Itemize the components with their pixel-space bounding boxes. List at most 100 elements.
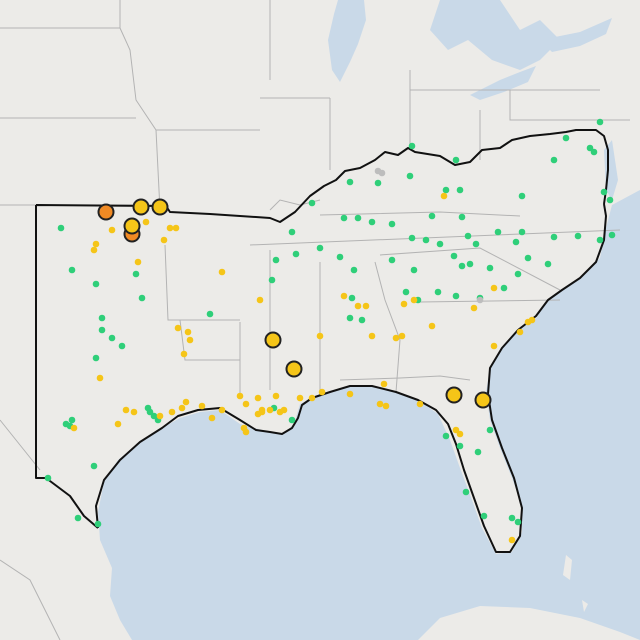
- station-marker-good[interactable]: [596, 236, 604, 244]
- station-marker-good[interactable]: [44, 474, 52, 482]
- station-marker-good[interactable]: [292, 250, 300, 258]
- station-marker-moderate[interactable]: [508, 536, 516, 544]
- station-marker-moderate[interactable]: [186, 336, 194, 344]
- station-marker-moderate[interactable]: [174, 324, 182, 332]
- station-marker-good[interactable]: [408, 142, 416, 150]
- station-marker-good[interactable]: [512, 238, 520, 246]
- station-marker-moderate[interactable]: [272, 392, 280, 400]
- station-marker-moderate[interactable]: [172, 224, 180, 232]
- station-marker-good[interactable]: [550, 156, 558, 164]
- station-marker-good[interactable]: [150, 412, 158, 420]
- station-marker-moderate[interactable]: [516, 328, 524, 336]
- station-marker-moderate[interactable]: [134, 258, 142, 266]
- station-marker-good[interactable]: [452, 156, 460, 164]
- station-marker-good[interactable]: [608, 231, 616, 239]
- station-marker-moderate[interactable]: [296, 394, 304, 402]
- station-marker-moderate[interactable]: [96, 374, 104, 382]
- station-marker-moderate[interactable]: [380, 380, 388, 388]
- station-marker-moderate[interactable]: [198, 402, 206, 410]
- station-marker-good[interactable]: [118, 342, 126, 350]
- station-marker-good[interactable]: [68, 266, 76, 274]
- station-marker-good[interactable]: [350, 266, 358, 274]
- station-marker-moderate[interactable]: [92, 240, 100, 248]
- station-marker-moderate[interactable]: [130, 408, 138, 416]
- station-marker-good[interactable]: [57, 224, 65, 232]
- station-marker-moderate[interactable]: [440, 192, 448, 200]
- station-marker-moderate[interactable]: [416, 400, 424, 408]
- station-marker-good[interactable]: [442, 432, 450, 440]
- station-marker-moderate[interactable]: [236, 392, 244, 400]
- highlighted-station-marker-moderate[interactable]: [445, 386, 463, 404]
- station-marker-good[interactable]: [590, 148, 598, 156]
- station-marker-good[interactable]: [98, 314, 106, 322]
- station-marker-moderate[interactable]: [452, 426, 460, 434]
- station-marker-moderate[interactable]: [280, 406, 288, 414]
- station-marker-moderate[interactable]: [362, 302, 370, 310]
- station-marker-good[interactable]: [316, 244, 324, 252]
- station-marker-moderate[interactable]: [90, 246, 98, 254]
- station-marker-good[interactable]: [458, 262, 466, 270]
- station-marker-moderate[interactable]: [166, 224, 174, 232]
- station-marker-good[interactable]: [494, 228, 502, 236]
- station-marker-good[interactable]: [500, 284, 508, 292]
- station-marker-moderate[interactable]: [318, 388, 326, 396]
- highlighted-station-marker-moderate[interactable]: [132, 198, 150, 216]
- highlighted-station-marker-unhealthy-sensitive[interactable]: [97, 203, 115, 221]
- station-marker-moderate[interactable]: [346, 390, 354, 398]
- station-marker-good[interactable]: [466, 260, 474, 268]
- station-marker-moderate[interactable]: [528, 316, 536, 324]
- station-marker-moderate[interactable]: [456, 430, 464, 438]
- station-marker-moderate[interactable]: [114, 420, 122, 428]
- station-marker-moderate[interactable]: [410, 296, 418, 304]
- station-marker-good[interactable]: [472, 240, 480, 248]
- station-marker-good[interactable]: [600, 188, 608, 196]
- station-marker-moderate[interactable]: [428, 322, 436, 330]
- station-marker-good[interactable]: [524, 254, 532, 262]
- station-marker-good[interactable]: [596, 118, 604, 126]
- station-marker-good[interactable]: [462, 488, 470, 496]
- station-marker-moderate[interactable]: [178, 404, 186, 412]
- station-marker-good[interactable]: [434, 288, 442, 296]
- station-marker-good[interactable]: [132, 270, 140, 278]
- highlighted-station-marker-moderate[interactable]: [285, 360, 303, 378]
- station-marker-moderate[interactable]: [208, 414, 216, 422]
- highlighted-station-marker-moderate[interactable]: [151, 198, 169, 216]
- station-marker-moderate[interactable]: [254, 394, 262, 402]
- station-marker-good[interactable]: [436, 240, 444, 248]
- station-marker-good[interactable]: [518, 192, 526, 200]
- station-marker-moderate[interactable]: [180, 350, 188, 358]
- station-marker-good[interactable]: [288, 228, 296, 236]
- station-marker-good[interactable]: [550, 233, 558, 241]
- station-marker-good[interactable]: [354, 214, 362, 222]
- station-marker-good[interactable]: [388, 256, 396, 264]
- station-marker-good[interactable]: [388, 220, 396, 228]
- highlighted-station-marker-moderate[interactable]: [123, 217, 141, 235]
- station-marker-moderate[interactable]: [218, 268, 226, 276]
- station-marker-good[interactable]: [308, 199, 316, 207]
- station-marker-good[interactable]: [346, 314, 354, 322]
- station-marker-good[interactable]: [146, 408, 154, 416]
- station-marker-moderate[interactable]: [392, 334, 400, 342]
- station-marker-moderate[interactable]: [398, 332, 406, 340]
- station-marker-good[interactable]: [336, 253, 344, 261]
- station-marker-good[interactable]: [268, 276, 276, 284]
- station-marker-good[interactable]: [206, 310, 214, 318]
- station-marker-moderate[interactable]: [490, 284, 498, 292]
- station-marker-good[interactable]: [508, 514, 516, 522]
- highlighted-station-marker-moderate[interactable]: [264, 331, 282, 349]
- station-marker-moderate[interactable]: [400, 300, 408, 308]
- station-marker-good[interactable]: [348, 294, 356, 302]
- station-marker-good[interactable]: [544, 260, 552, 268]
- station-marker-moderate[interactable]: [70, 424, 78, 432]
- station-marker-good[interactable]: [406, 172, 414, 180]
- station-marker-good[interactable]: [480, 512, 488, 520]
- air-quality-markers[interactable]: [44, 118, 616, 544]
- station-marker-good[interactable]: [464, 232, 472, 240]
- station-marker-moderate[interactable]: [168, 408, 176, 416]
- station-marker-moderate[interactable]: [256, 296, 264, 304]
- station-marker-good[interactable]: [272, 256, 280, 264]
- station-marker-moderate[interactable]: [108, 226, 116, 234]
- station-marker-moderate[interactable]: [490, 342, 498, 350]
- station-marker-good[interactable]: [374, 179, 382, 187]
